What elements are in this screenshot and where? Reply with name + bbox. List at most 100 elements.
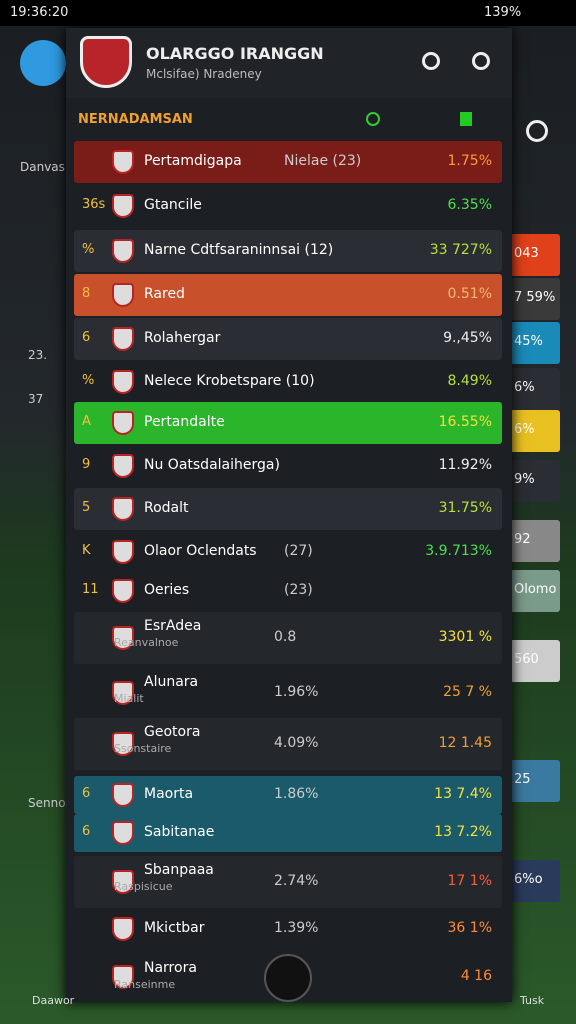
team-crest (112, 579, 134, 603)
right-column: 043 7 59% 45% 6% 6% 9% 92 Olomo 560 25 6%o (510, 100, 576, 1000)
team-crest (112, 681, 134, 705)
team-name: Rared (144, 286, 185, 302)
standing-row[interactable]: 6 Rolahergar 9.,45% (74, 318, 502, 360)
team-name: Narrora (144, 960, 197, 976)
rank: % (82, 373, 95, 388)
rank: 11 (82, 582, 99, 597)
stat: 1.96% (274, 684, 319, 700)
side-tile[interactable]: Olomo (510, 570, 560, 612)
team-crest (112, 540, 134, 564)
side-tile[interactable]: 7 59% (510, 278, 560, 320)
team-sub: Ranseinme (114, 978, 176, 991)
standing-row[interactable]: K Olaor Oclendats (27) 3.9.713% (74, 532, 502, 572)
header: OLARGGO IRANGGN Mclsifae) Nradeney (66, 28, 512, 98)
team-crest (112, 821, 134, 845)
percentage: 6.35% (447, 197, 492, 213)
rank: 6 (82, 786, 91, 801)
standing-row[interactable]: 11 Oeries (23) (74, 574, 502, 608)
standing-row[interactable]: Geotora Ssonstaire 4.09% 12 1.45 (74, 718, 502, 770)
nav-label[interactable]: Tusk (520, 994, 545, 1007)
side-tile[interactable]: 25 (510, 760, 560, 802)
toolbar (366, 112, 496, 128)
percentage: 13 7.4% (434, 786, 492, 802)
tool-icon[interactable] (366, 112, 380, 126)
search-button[interactable] (472, 52, 490, 70)
side-value: 92 (514, 532, 531, 547)
title: OLARGGO IRANGGN (146, 44, 324, 63)
status-bar: 19:36:20 139% (0, 0, 576, 26)
stat: 2.74% (274, 873, 319, 889)
side-value: 043 (514, 246, 539, 261)
app-icon[interactable] (20, 40, 66, 86)
standing-row[interactable]: Mkictbar 1.39% 36 1% (74, 908, 502, 950)
side-tile[interactable]: 9% (510, 460, 560, 502)
time: 19:36:20 (10, 5, 69, 20)
rank: 6 (82, 824, 91, 839)
percentage: 4 16 (460, 968, 492, 984)
rank: 6 (82, 330, 91, 345)
team-sub: Reanvalnoe (114, 636, 179, 649)
team-crest (112, 370, 134, 394)
percentage: 17 1% (447, 873, 492, 889)
team-sub: Raspisicue (114, 880, 173, 893)
team-name: Sabitanae (144, 824, 215, 840)
side-tile[interactable]: 92 (510, 520, 560, 562)
stat: Nielae (23) (284, 153, 362, 169)
standing-row[interactable]: Pertamdigapa Nielae (23) 1.75% (74, 141, 502, 183)
standing-row[interactable]: Alunara Mialit 1.96% 25 7 % (74, 668, 502, 718)
side-value: 9% (514, 472, 535, 487)
team-name: Maorta (144, 786, 194, 802)
standing-row[interactable]: A Pertandalte 16.55% (74, 402, 502, 444)
standing-row[interactable]: % Narne Cdtfsaraninnsai (12) 33 727% (74, 230, 502, 272)
side-tile[interactable]: 560 (510, 640, 560, 682)
team-crest (112, 283, 134, 307)
standing-row[interactable]: 6 Maorta 1.86% 13 7.4% (74, 776, 502, 814)
side-tile[interactable]: 45% (510, 322, 560, 364)
percentage: 1.75% (447, 153, 492, 169)
standing-row[interactable]: 8 Rared 0.51% (74, 274, 502, 316)
side-tile[interactable]: 043 (510, 234, 560, 276)
side-value: 6% (514, 422, 535, 437)
standing-row[interactable]: 6 Sabitanae 13 7.2% (74, 814, 502, 852)
side-value: 560 (514, 652, 539, 667)
rank: A (82, 414, 91, 429)
standing-row[interactable]: Sbanpaaa Raspisicue 2.74% 17 1% (74, 856, 502, 908)
standing-row[interactable]: 5 Rodalt 31.75% (74, 488, 502, 530)
panel: OLARGGO IRANGGN Mclsifae) Nradeney NERNA… (66, 28, 512, 1002)
team-crest (112, 327, 134, 351)
bottom-nav: Daawor Tusk (0, 954, 576, 1024)
home-logo[interactable] (264, 954, 312, 1002)
percentage: 0.51% (447, 286, 492, 302)
standing-row[interactable]: Narrora Ranseinme 4 16 (74, 954, 502, 1000)
team-name: Narne Cdtfsaraninnsai (12) (144, 242, 334, 258)
standing-row[interactable]: EsrAdea Reanvalnoe 0.8 3301 % (74, 612, 502, 664)
side-tile[interactable]: 6% (510, 368, 560, 410)
standing-row[interactable]: 36s Gtancile 6.35% (74, 186, 502, 226)
side-tile[interactable]: 6% (510, 410, 560, 452)
side-tile[interactable]: 6%o (510, 860, 560, 902)
team-name: Alunara (144, 674, 199, 690)
team-crest (112, 626, 134, 650)
side-value: 6% (514, 380, 535, 395)
search-button[interactable] (422, 52, 440, 70)
tool-icon[interactable] (460, 112, 472, 126)
team-crest (112, 194, 134, 218)
side-label: Danvas (20, 160, 65, 174)
percentage: 3301 % (438, 629, 492, 645)
search-icon[interactable] (526, 120, 548, 142)
team-name: Gtancile (144, 197, 202, 213)
percentage: 31.75% (438, 500, 492, 516)
standing-row[interactable]: % Nelece Krobetspare (10) 8.49% (74, 362, 502, 402)
team-crest (112, 150, 134, 174)
standing-row[interactable]: 9 Nu Oatsdalaiherga) 11.92% (74, 446, 502, 486)
stat: 1.86% (274, 786, 319, 802)
side-value: Olomo (514, 582, 557, 597)
section-label: NERNADAMSAN (78, 112, 193, 127)
team-name: Rolahergar (144, 330, 221, 346)
team-sub: Mialit (114, 692, 144, 705)
team-crest (112, 732, 134, 756)
nav-label[interactable]: Daawor (32, 994, 75, 1007)
side-label: 23. (28, 348, 48, 362)
side-label: Senno (28, 796, 66, 810)
